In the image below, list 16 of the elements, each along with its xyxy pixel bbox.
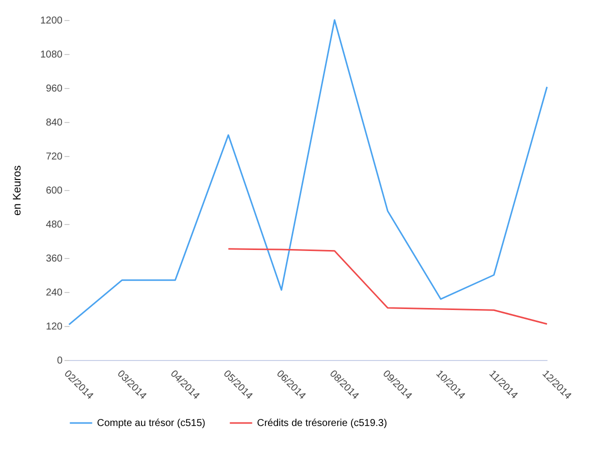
y-tick-label: 360: [46, 254, 63, 264]
y-tick-label: 840: [46, 118, 63, 128]
y-tick-label: 1200: [40, 16, 63, 26]
legend-label: Compte au trésor (c515): [97, 418, 206, 429]
y-axis-title: en Keuros: [11, 164, 24, 216]
y-tick-label: 600: [46, 186, 63, 196]
legend-label: Crédits de trésorerie (c519.3): [257, 418, 388, 429]
y-tick-label: 240: [46, 288, 63, 298]
line-series: [228, 248, 548, 325]
y-tick-label: 720: [46, 152, 63, 162]
y-tick-label: 960: [46, 84, 63, 94]
y-tick-label: 480: [46, 220, 63, 230]
y-tick-label: 0: [56, 356, 63, 366]
y-tick-label: 1080: [40, 50, 63, 60]
y-tick-label: 120: [46, 322, 63, 332]
line-series: [68, 19, 548, 326]
